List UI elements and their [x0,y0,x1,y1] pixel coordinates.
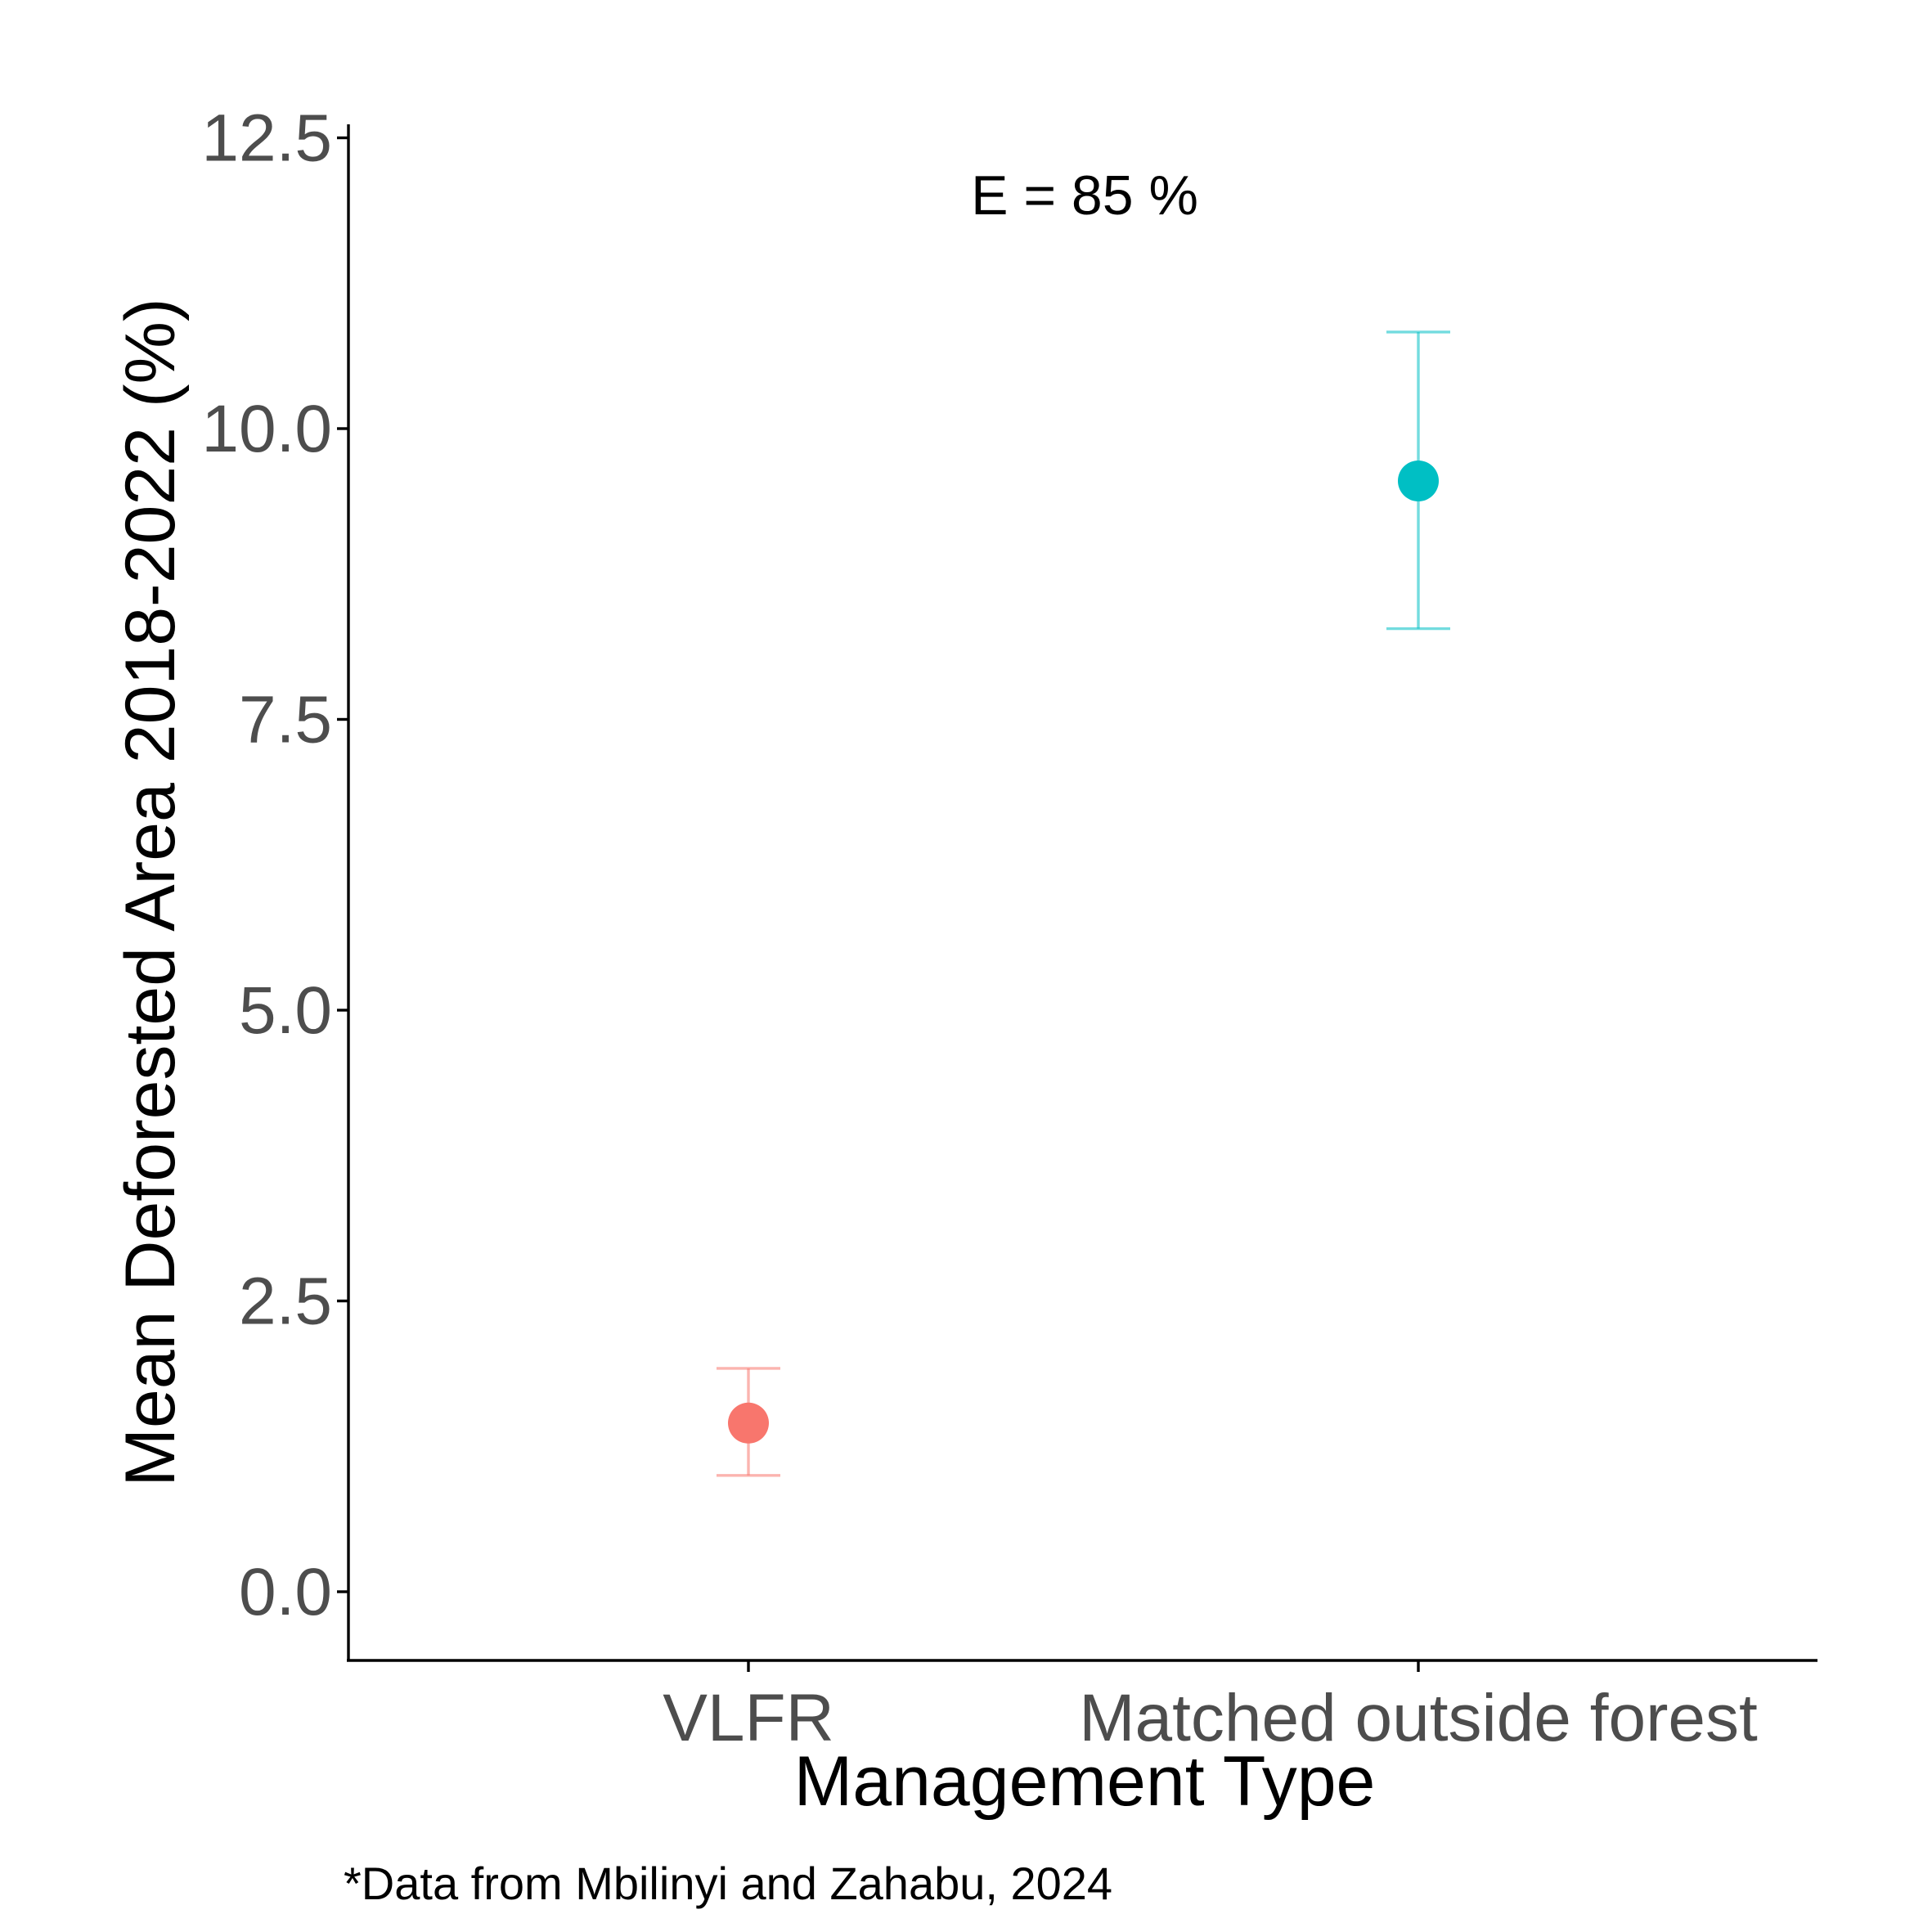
data-source-caption: *Data from Mbilinyi and Zahabu, 2024 [344,1858,1112,1909]
y-axis-ticks: 0.0 2.5 5.0 7.5 10.0 12.5 [201,101,348,1629]
y-tick-label: 0.0 [239,1555,332,1629]
data-marks [717,330,1450,1477]
y-tick-label: 5.0 [239,973,332,1048]
data-point [728,1402,769,1444]
effectiveness-annotation: E = 85 % [971,164,1198,227]
plot-area [347,124,1817,1662]
x-axis-title: Management Type [794,1742,1376,1821]
y-tick-label: 12.5 [201,101,332,176]
x-tick-label: VLFR [663,1681,834,1755]
y-axis-title: Mean Deforested Area 2018-2022 (%) [111,298,190,1486]
x-axis-ticks: VLFR Matched outside forest [663,1660,1758,1755]
y-tick-label: 2.5 [239,1265,332,1339]
data-point [1398,460,1439,501]
point-group-0 [717,1367,780,1477]
x-tick-label: Matched outside forest [1079,1681,1758,1755]
y-tick-label: 10.0 [201,392,332,466]
point-group-1 [1386,330,1450,631]
y-tick-label: 7.5 [239,683,332,757]
